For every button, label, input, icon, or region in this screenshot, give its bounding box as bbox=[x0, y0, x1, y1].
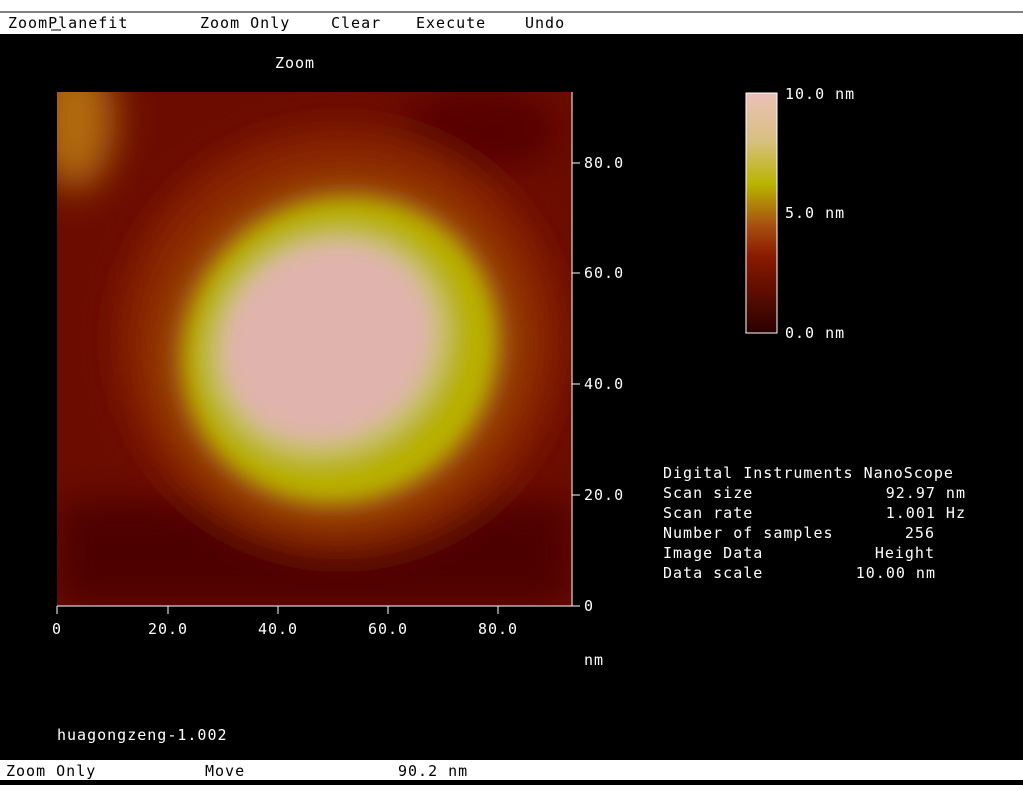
colorbar bbox=[746, 93, 777, 333]
status-bar bbox=[0, 760, 1023, 780]
info-value: 10.00 nm bbox=[856, 564, 936, 582]
x-tick-label: 20.0 bbox=[148, 620, 188, 638]
info-label: Number of samples bbox=[663, 524, 834, 542]
menu-item[interactable]: ZoomPlanefit bbox=[8, 14, 128, 32]
y-tick-label: 80.0 bbox=[584, 154, 624, 172]
status-items: Zoom Only Move 90.2 nm bbox=[6, 762, 468, 780]
y-axis: 80.0 60.0 40.0 20.0 0 bbox=[572, 154, 624, 615]
x-tick-label: 80.0 bbox=[478, 620, 518, 638]
y-tick-label: 0 bbox=[584, 597, 594, 615]
menu-item[interactable]: Execute bbox=[416, 14, 486, 32]
y-tick-label: 60.0 bbox=[584, 264, 624, 282]
info-value: 92.97 nm bbox=[886, 484, 966, 502]
colorbar-label: 10.0 nm bbox=[785, 85, 855, 103]
menu: ZoomPlanefit Zoom Only Clear Execute Undo bbox=[8, 14, 565, 32]
status-item: Move bbox=[205, 762, 245, 780]
info-label: Scan size bbox=[663, 484, 753, 502]
info-value: 256 bbox=[905, 524, 935, 542]
menu-item[interactable]: Zoom Only bbox=[200, 14, 290, 32]
info-value: 1.001 Hz bbox=[886, 504, 966, 522]
height-image bbox=[35, 50, 572, 606]
x-tick-label: 40.0 bbox=[258, 620, 298, 638]
colorbar-label: 0.0 nm bbox=[785, 324, 845, 342]
nanoscope-window: ZoomPlanefit Zoom Only Clear Execute Undo 80… bbox=[0, 0, 1023, 780]
info-header: Digital Instruments NanoScope bbox=[663, 464, 954, 482]
scan-info: Digital Instruments NanoScope Scan size 92… bbox=[663, 464, 966, 582]
x-unit: nm bbox=[584, 651, 604, 669]
menu-bar bbox=[0, 0, 1023, 34]
info-label: Scan rate bbox=[663, 504, 753, 522]
y-tick-label: 40.0 bbox=[584, 375, 624, 393]
status-item: Zoom Only bbox=[6, 762, 96, 780]
x-axis: 0 20.0 40.0 60.0 80.0 bbox=[52, 606, 518, 638]
colorbar-labels: 10.0 nm 5.0 nm 0.0 nm bbox=[785, 85, 855, 342]
colorbar-label: 5.0 nm bbox=[785, 204, 845, 222]
menu-item[interactable]: Undo bbox=[525, 14, 565, 32]
x-tick-label: 60.0 bbox=[368, 620, 408, 638]
info-value: Height bbox=[875, 544, 935, 562]
info-label: Image Data bbox=[663, 544, 763, 562]
panel-title: Zoom bbox=[275, 54, 315, 72]
status-item: 90.2 nm bbox=[398, 762, 468, 780]
menu-item[interactable]: Clear bbox=[331, 14, 381, 32]
filename: huagongzeng-1.002 bbox=[57, 726, 228, 744]
y-tick-label: 20.0 bbox=[584, 486, 624, 504]
x-tick-label: 0 bbox=[52, 620, 62, 638]
info-label: Data scale bbox=[663, 564, 763, 582]
